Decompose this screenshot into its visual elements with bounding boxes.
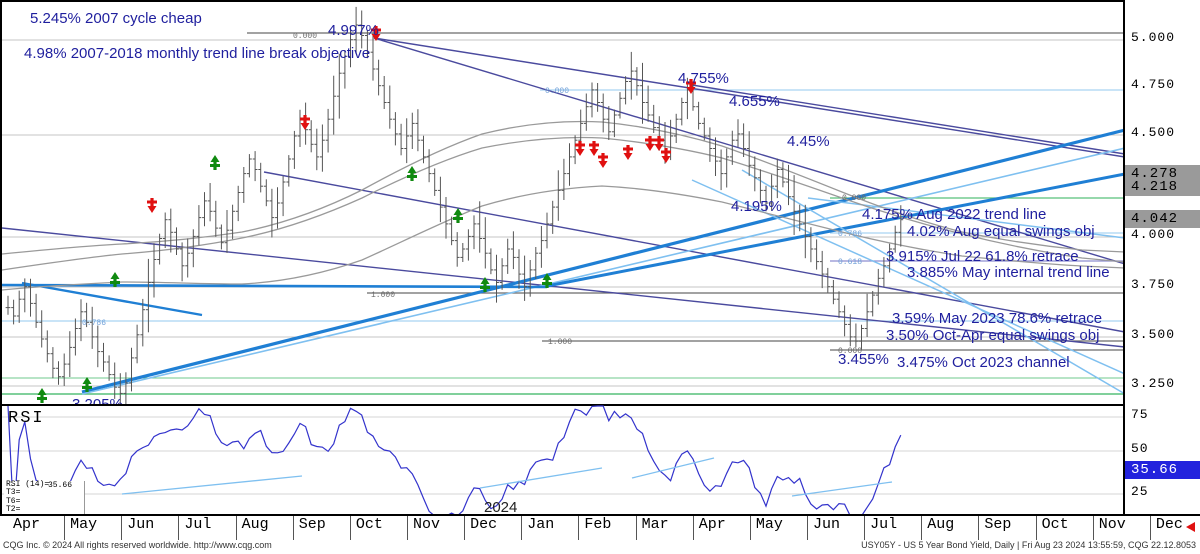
price-chart-pane[interactable]: 0.000 0.000 0.000 0.000 0.786 0.786 0.618 1.000… (0, 0, 1156, 413)
price-highlight-1: 4.218 (1125, 178, 1200, 196)
fib-label-5: 0.786 (838, 230, 863, 239)
annotation-6: 4.195% (731, 198, 782, 215)
sell-arrow-icon (589, 141, 599, 156)
instrument-status-text: USY05Y - US 5 Year Bond Yield, Daily | F… (861, 540, 1196, 550)
month-label-sep-17[interactable]: Sep (979, 516, 1037, 540)
month-label-jul-3[interactable]: Jul (179, 516, 237, 540)
buy-arrow-icon (407, 166, 417, 181)
annotation-9: 3.915% Jul 22 61.8% retrace (886, 248, 1079, 265)
annotation-2: 4.997% (328, 22, 379, 39)
buy-arrow-icon (542, 273, 552, 288)
rsi-row-t6: T6= (6, 496, 21, 506)
annotation-5: 4.45% (787, 133, 830, 150)
price-tick-5: 3.500 (1131, 327, 1176, 342)
annotation-14: 3.475% Oct 2023 channel (897, 354, 1070, 371)
rsi-indicator-row: RSI (14)= 35.66 (4, 480, 84, 490)
month-label-nov-19[interactable]: Nov (1094, 516, 1151, 540)
fib-label-3: 0.000 (842, 194, 867, 203)
annotation-1: 4.98% 2007-2018 monthly trend line break… (24, 45, 371, 62)
buy-arrow-icon (37, 388, 47, 403)
price-scale-axis[interactable]: 5.000 4.750 4.500 4.000 3.750 3.500 3.250 4.278… (1123, 0, 1200, 514)
rsi-pane[interactable]: RSI RSI (14)= 35.66 T3= T6= T2= T11= T12… (0, 404, 1125, 533)
annotation-4: 4.655% (729, 93, 780, 110)
signal-arrow-markers (37, 26, 696, 403)
buy-arrow-icon (453, 208, 463, 223)
buy-arrow-icon (110, 272, 120, 287)
buy-arrow-icon (82, 377, 92, 392)
price-tick-4: 3.750 (1131, 277, 1176, 292)
sell-arrow-icon (654, 136, 664, 151)
price-tick-0: 5.000 (1131, 30, 1176, 45)
fib-label-9: 0.000 (838, 347, 863, 356)
annotation-7: 4.175% Aug 2022 trend line (862, 206, 1047, 223)
sell-arrow-icon (598, 153, 608, 168)
month-label-aug-4[interactable]: Aug (237, 516, 294, 540)
month-label-mar-11[interactable]: Mar (637, 516, 694, 540)
rsi-canvas (2, 405, 1125, 517)
year-label: 2024 (484, 499, 518, 516)
annotation-0: 5.245% 2007 cycle cheap (30, 10, 202, 27)
sell-arrow-icon (575, 141, 585, 156)
month-label-feb-10[interactable]: Feb (579, 516, 637, 540)
sell-arrow-icon (300, 115, 310, 130)
annotation-11: 3.59% May 2023 78.6% retrace (892, 310, 1103, 327)
rsi-indicator-label: RSI (14)= (6, 480, 50, 489)
month-label-jul-15[interactable]: Jul (865, 516, 923, 540)
rsi-tick-1: 50 (1131, 441, 1149, 456)
price-tick-6: 3.250 (1131, 376, 1176, 391)
price-highlight-2: 4.042 (1125, 210, 1200, 228)
month-label-jan-9[interactable]: Jan (522, 516, 580, 540)
month-label-may-13[interactable]: May (751, 516, 808, 540)
copyright-text: CQG Inc. © 2024 All rights reserved worl… (3, 540, 272, 550)
sell-arrow-icon (661, 148, 671, 163)
rsi-title: RSI (8, 409, 45, 428)
price-tick-2: 4.500 (1131, 125, 1176, 140)
fib-label-6: 0.618 (838, 258, 863, 267)
sell-arrow-icon (147, 198, 157, 213)
status-bar: CQG Inc. © 2024 All rights reserved worl… (0, 540, 1200, 554)
month-label-apr-0[interactable]: Apr (8, 516, 66, 540)
month-label-apr-12[interactable]: Apr (694, 516, 751, 540)
time-axis[interactable]: Apr May Jun Jul Aug Sep Oct Nov Dec Jan Feb Mar Apr M… (0, 514, 1200, 540)
fib-label-8: 1.000 (548, 338, 573, 347)
rsi-tick-2: 25 (1131, 484, 1149, 499)
month-label-jun-2[interactable]: Jun (122, 516, 180, 540)
fib-label-0: 0.000 (293, 32, 318, 41)
fib-label-4: 0.786 (82, 319, 107, 328)
month-label-jun-14[interactable]: Jun (808, 516, 866, 540)
month-label-oct-18[interactable]: Oct (1037, 516, 1094, 540)
buy-arrow-icon (210, 155, 220, 170)
fib-label-7: 1.000 (371, 291, 396, 300)
scroll-left-arrow-icon[interactable] (1186, 522, 1195, 532)
rsi-value-highlight: 35.66 (1125, 461, 1200, 479)
rsi-indicator-line (7, 405, 902, 517)
annotation-13: 3.455% (838, 351, 889, 368)
month-label-aug-16[interactable]: Aug (922, 516, 980, 540)
rsi-tick-0: 75 (1131, 407, 1149, 422)
price-tick-3: 4.000 (1131, 227, 1176, 242)
rsi-trend-lines (121, 457, 893, 497)
annotation-12: 3.50% Oct-Apr equal swings obj (886, 327, 1100, 344)
sell-arrow-icon (623, 145, 633, 160)
price-tick-1: 4.750 (1131, 77, 1176, 92)
month-label-nov-7[interactable]: Nov (408, 516, 466, 540)
rsi-row-t2: T2= (6, 505, 21, 515)
buy-arrow-icon (480, 277, 490, 292)
sell-arrow-icon (645, 136, 655, 151)
rsi-gridlines (2, 416, 1125, 495)
month-label-dec-8[interactable]: Dec (465, 516, 523, 540)
month-label-oct-6[interactable]: Oct (351, 516, 408, 540)
fib-label-2: 0.000 (545, 87, 570, 96)
trend-lines-purple (2, 37, 1125, 348)
month-label-may-1[interactable]: May (65, 516, 123, 540)
month-label-dec-20[interactable]: Dec (1151, 516, 1200, 540)
month-label-sep-5[interactable]: Sep (294, 516, 351, 540)
rsi-row-t3: T3= (6, 488, 21, 498)
annotation-8: 4.02% Aug equal swings obj (907, 223, 1095, 240)
rsi-indicator-value: 35.66 (48, 481, 73, 490)
annotation-3: 4.755% (678, 70, 729, 87)
annotation-10: 3.885% May internal trend line (907, 264, 1110, 281)
